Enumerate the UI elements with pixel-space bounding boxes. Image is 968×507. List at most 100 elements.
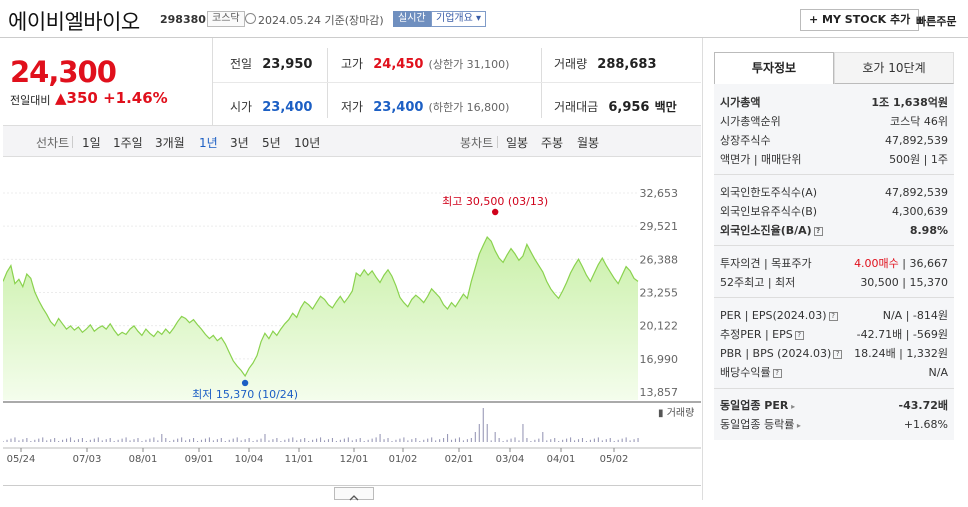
period-3m[interactable]: 3개월 [155,136,185,150]
low-marker [241,379,249,387]
volume-bar [34,439,36,442]
row-par: 액면가 | 매매단위 500원 | 1주 [718,151,948,169]
volume-bar [331,438,334,442]
quote-open-label: 시가 [230,100,253,114]
volume-bar [200,439,203,442]
candle-weekly[interactable]: 주봉 [541,136,564,150]
quick-order-link[interactable]: 빠른주문 [916,15,957,28]
eper-label: 추정PER | EPS [720,328,793,341]
chart-bottom-border [3,485,701,486]
volume-bar [466,439,468,442]
quote-high: 고가 24,450 (상한가 31,100) [341,53,509,72]
chevron-right-icon[interactable]: ▸ [794,421,801,430]
volume-bar [232,438,234,442]
volume-bar [101,440,103,442]
volume-bar [550,439,552,442]
volume-bar [498,438,500,442]
volume-bar [486,424,488,442]
help-icon[interactable]: ? [833,350,843,359]
volume-bar [169,441,171,442]
quote-upper-limit: (상한가 31,100) [428,58,510,71]
base-date: 2024.05.24 기준(장마감) [258,14,384,27]
volume-bar [165,438,167,442]
dividend-value: N/A [928,366,948,379]
per-label: PER | EPS(2024.03) [720,309,827,322]
period-3y[interactable]: 3년 [230,136,249,150]
volume-bar [3,441,4,442]
volume-bar [46,440,48,442]
price-chart: 32,653 29,521 26,388 23,255 20,122 16,990 13,8… [3,187,701,465]
realtime-badge[interactable]: 실시간 [393,11,431,27]
volume-bar [137,438,139,442]
volume-bar [58,441,60,442]
volume-bar [574,440,576,442]
volume-bar [387,438,389,442]
volume-bar [514,437,516,442]
company-info-dropdown[interactable]: 기업개요 ▾ [431,11,487,27]
volume-bar [10,438,12,442]
y-tick-label: 16,990 [640,353,679,366]
volume-bar [125,437,127,442]
volume-bar [534,439,536,442]
collapse-chart-button[interactable] [334,487,374,501]
quote-divider-1 [327,48,328,118]
volume-bar [458,437,461,442]
volume-bar [276,438,278,442]
shares-label: 상장주식수 [720,134,771,147]
volume-bar [383,439,385,442]
chevron-right-icon[interactable]: ▸ [788,402,796,411]
volume-bar [30,441,32,442]
volume-bar [50,439,52,442]
price-line [3,235,639,378]
row-pbr: PBR | BPS (2024.03)? 18.24배 | 1,332원 [718,345,948,363]
volume-bar [359,438,361,442]
volume-bar [427,438,429,442]
side-sep-4 [714,388,954,389]
per-value: N/A | -814원 [882,309,948,322]
volume-bar [585,441,588,442]
volume-bar [510,438,512,442]
volume-bar [105,439,107,442]
period-10y[interactable]: 10년 [294,136,321,150]
help-icon[interactable]: ? [794,331,804,340]
dividend-label: 배당수익률 [720,366,771,379]
row-foreign-hold: 외국인보유주식수(B) 4,300,639 [718,203,948,221]
stock-code: 298380 [160,13,206,26]
volume-bar [570,437,572,442]
candle-chart-label: 봉차트 [460,136,494,150]
volume-bar [450,439,453,442]
period-5y[interactable]: 5년 [262,136,281,150]
candle-monthly[interactable]: 월봉 [577,136,600,150]
volume-bar [597,437,599,442]
quote-amount-label: 거래대금 [554,100,599,114]
par-label: 액면가 | 매매단위 [720,153,802,166]
volume-bar [558,441,560,442]
price-divider [212,38,213,125]
volume-bar [22,439,24,442]
tab-investment-info[interactable]: 투자정보 [714,52,834,84]
week52-value: 30,500 | 15,370 [860,276,948,289]
pbr-value: 18.24배 | 1,332원 [854,347,948,360]
volume-bar [62,439,64,442]
quote-low-label: 저가 [341,100,364,114]
row-shares: 상장주식수 47,892,539 [718,132,948,150]
line-chart-label: 선차트 [36,136,70,150]
add-my-stock-button[interactable]: + MY STOCK 추가 [800,9,920,31]
x-axis-ticks: 05/24 07/03 08/01 09/01 10/04 11/01 12/01 01/02… [7,448,628,465]
help-icon[interactable]: ? [828,312,838,321]
candle-daily[interactable]: 일봉 [506,136,529,150]
x-tick-label: 05/24 [7,454,36,465]
row-per: PER | EPS(2024.03)? N/A | -814원 [718,307,948,325]
period-1w[interactable]: 1주일 [113,136,143,150]
tab-orderbook[interactable]: 호가 10단계 [834,52,954,84]
help-icon[interactable]: ? [813,227,823,236]
foreign-hold-label: 외국인보유주식수(B) [720,205,818,218]
volume-bar [77,439,80,442]
period-1d[interactable]: 1일 [82,136,101,150]
volume-bar [185,440,187,442]
volume-bar [581,438,584,442]
volume-bar [89,439,91,442]
period-1y[interactable]: 1년 [199,136,218,150]
help-icon[interactable]: ? [772,369,782,378]
quote-amount: 거래대금 6,956 백만 [554,96,677,115]
